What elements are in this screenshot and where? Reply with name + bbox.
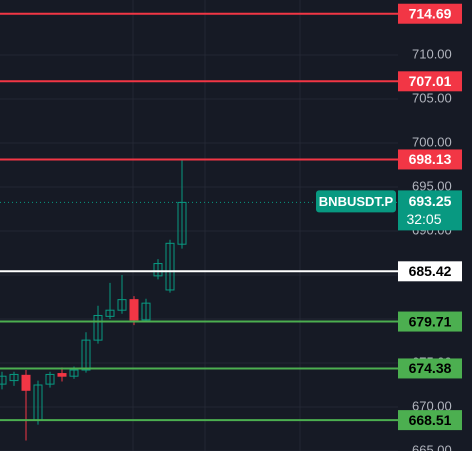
- y-tick-label: 700.00: [412, 134, 452, 149]
- current-price-label: 693.25: [409, 193, 452, 209]
- y-tick-label: 695.00: [412, 178, 452, 193]
- candle-body: [117, 299, 127, 311]
- candle-body: [129, 299, 139, 321]
- candle-body: [57, 373, 67, 377]
- candle-body: [69, 369, 79, 377]
- candle-body: [141, 302, 151, 321]
- price-label: 707.01: [409, 73, 452, 89]
- y-tick-label: 710.00: [412, 46, 452, 61]
- price-label: 714.69: [409, 5, 452, 21]
- y-tick-label: 705.00: [412, 90, 452, 105]
- price-label-box: [398, 311, 462, 332]
- price-label: 674.38: [409, 360, 452, 376]
- countdown-label: 32:05: [406, 211, 441, 227]
- candle-body: [105, 309, 115, 317]
- price-label: 698.13: [409, 151, 452, 167]
- price-label: 668.51: [409, 412, 452, 428]
- symbol-label: BNBUSDT.P: [319, 194, 394, 209]
- candle-body: [21, 374, 31, 391]
- candle-body: [153, 263, 163, 277]
- price-label-box: [398, 261, 462, 282]
- price-label-box: [398, 71, 462, 92]
- price-label-box: [398, 149, 462, 170]
- price-label: 685.42: [409, 263, 452, 279]
- candle-body: [45, 373, 55, 385]
- candle-body: [0, 375, 7, 385]
- price-label-box: [398, 3, 462, 24]
- candle-body: [93, 314, 103, 341]
- symbol-box: [316, 190, 396, 213]
- price-label: 679.71: [409, 313, 452, 329]
- price-label-box: [398, 358, 462, 379]
- candle-body: [9, 373, 19, 382]
- candle-body: [177, 201, 187, 245]
- price-label-box: [398, 410, 462, 431]
- candle-body: [81, 339, 91, 371]
- candle-body: [165, 242, 175, 291]
- y-tick-label: 665.00: [412, 442, 452, 451]
- current-price-box: [398, 190, 462, 231]
- y-tick-label: 670.00: [412, 398, 452, 413]
